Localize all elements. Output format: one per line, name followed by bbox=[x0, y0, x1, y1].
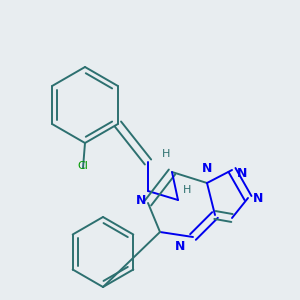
Text: N: N bbox=[175, 240, 185, 253]
Text: N: N bbox=[253, 191, 263, 205]
Text: H: H bbox=[183, 185, 191, 195]
Text: N: N bbox=[136, 194, 146, 207]
Text: H: H bbox=[162, 149, 170, 159]
Text: Cl: Cl bbox=[78, 161, 88, 171]
Text: N: N bbox=[202, 162, 212, 175]
Text: N: N bbox=[237, 167, 247, 180]
